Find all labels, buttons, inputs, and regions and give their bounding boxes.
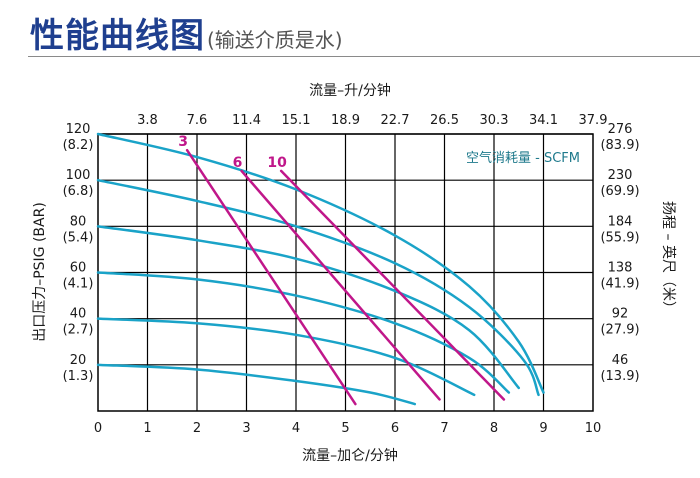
- right-tick-label-ft: 92: [612, 307, 629, 322]
- right-tick-label-ft: 230: [608, 168, 633, 183]
- top-tick-label: 15.1: [282, 113, 311, 128]
- air-consumption-curve: [185, 148, 357, 406]
- top-tick-label: 18.9: [331, 113, 360, 128]
- bottom-tick-label: 3: [242, 421, 250, 436]
- bottom-tick-label: 5: [341, 421, 349, 436]
- pressure-curves: [96, 132, 545, 406]
- top-tick-label: 26.5: [430, 113, 459, 128]
- right-tick-label-ft: 184: [608, 214, 633, 229]
- right-tick-label-ft: 276: [608, 122, 633, 137]
- bottom-tick-label: 2: [193, 421, 201, 436]
- right-tick-label-m: (83.9): [600, 138, 639, 153]
- top-tick-label: 37.9: [579, 113, 608, 128]
- left-axis-label: 出口压力–PSIG (BAR): [32, 202, 48, 342]
- left-tick-label-psig: 80: [70, 214, 87, 229]
- bottom-tick-label: 10: [585, 421, 602, 436]
- title-underline: [28, 56, 700, 57]
- left-tick-label-bar: (4.1): [63, 277, 94, 292]
- right-tick-label-m: (13.9): [600, 369, 639, 384]
- pressure-curve: [96, 271, 511, 394]
- page-subtitle: (输送介质是水): [207, 28, 343, 52]
- top-tick-label: 22.7: [381, 113, 410, 128]
- bottom-tick-label: 7: [440, 421, 448, 436]
- pressure-curve: [96, 363, 417, 406]
- bottom-tick-label: 1: [143, 421, 151, 436]
- right-tick-label-m: (27.9): [600, 323, 639, 338]
- top-axis-label: 流量–升/分钟: [309, 82, 391, 99]
- right-tick-label-m: (55.9): [600, 230, 639, 245]
- air-consumption-curve: [279, 169, 506, 401]
- left-tick-label-psig: 40: [70, 307, 87, 322]
- top-tick-label: 3.8: [137, 113, 158, 128]
- legend-note: 空气消耗量 - SCFM: [466, 150, 580, 166]
- bottom-tick-label: 6: [391, 421, 399, 436]
- left-tick-label-bar: (2.7): [63, 323, 94, 338]
- left-tick-label-psig: 60: [70, 261, 87, 276]
- air-consumption-curve-label: 10: [267, 155, 287, 171]
- bottom-tick-label: 8: [490, 421, 498, 436]
- left-tick-label-psig: 20: [70, 353, 87, 368]
- left-tick-label-bar: (5.4): [63, 230, 94, 245]
- left-tick-label-psig: 120: [66, 122, 91, 137]
- left-tick-label-bar: (1.3): [63, 369, 94, 384]
- air-consumption-curve-label: 6: [233, 155, 243, 171]
- left-tick-label-bar: (8.2): [63, 138, 94, 153]
- left-tick-label-psig: 100: [66, 168, 91, 183]
- air-consumption-curve-label: 3: [178, 134, 188, 150]
- chart-title-block: 性能曲线图 (输送介质是水): [30, 8, 343, 57]
- bottom-tick-label: 9: [539, 421, 547, 436]
- air-consumption-curves: 3 6 10: [178, 134, 506, 406]
- bottom-tick-label: 4: [292, 421, 300, 436]
- bottom-axis-label: 流量–加仑/分钟: [302, 447, 398, 464]
- right-tick-label-m: (41.9): [600, 277, 639, 292]
- right-tick-label-ft: 46: [612, 353, 629, 368]
- top-tick-label: 7.6: [187, 113, 208, 128]
- pressure-curve: [96, 225, 520, 390]
- right-tick-label-ft: 138: [608, 261, 633, 276]
- top-tick-label: 30.3: [480, 113, 509, 128]
- bottom-tick-label: 0: [94, 421, 102, 436]
- top-tick-label: 11.4: [232, 113, 261, 128]
- right-tick-label-m: (69.9): [600, 184, 639, 199]
- pressure-curve: [96, 317, 476, 397]
- left-tick-label-bar: (6.8): [63, 184, 94, 199]
- page-title: 性能曲线图: [30, 16, 205, 56]
- right-axis-label: 扬程 – 英尺（米）: [660, 201, 677, 315]
- top-tick-label: 34.1: [529, 113, 558, 128]
- air-consumption-curve: [240, 169, 441, 401]
- pressure-curve: [96, 178, 540, 397]
- pressure-curve: [96, 132, 545, 394]
- tick-labels: 0 1 2 3 4 5 6 7 8 9 10 3.8 7.6 11.4 15.1 18.9 22.7 26.5 30…: [63, 113, 640, 436]
